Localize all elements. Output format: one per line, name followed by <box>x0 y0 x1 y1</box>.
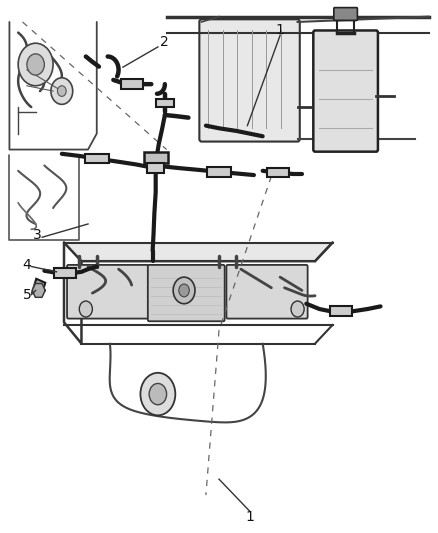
FancyBboxPatch shape <box>148 265 225 321</box>
Polygon shape <box>64 243 332 261</box>
Bar <box>147 164 164 173</box>
Bar <box>85 154 109 164</box>
FancyBboxPatch shape <box>313 30 378 152</box>
Circle shape <box>179 284 189 297</box>
Text: 4: 4 <box>22 258 31 272</box>
FancyBboxPatch shape <box>199 19 300 142</box>
Bar <box>121 79 143 89</box>
Circle shape <box>149 383 166 405</box>
FancyBboxPatch shape <box>226 265 307 319</box>
Circle shape <box>291 301 304 317</box>
Polygon shape <box>32 284 45 297</box>
Text: 2: 2 <box>160 35 169 49</box>
Bar <box>156 99 173 107</box>
Circle shape <box>27 54 44 75</box>
Bar <box>32 279 45 297</box>
Circle shape <box>173 277 195 304</box>
Bar <box>330 306 352 316</box>
Bar <box>54 268 76 278</box>
Circle shape <box>18 43 53 86</box>
Circle shape <box>141 373 175 415</box>
FancyBboxPatch shape <box>67 265 148 319</box>
Text: 1: 1 <box>276 23 285 37</box>
Text: 5: 5 <box>22 288 31 302</box>
FancyBboxPatch shape <box>334 7 357 20</box>
Bar <box>207 167 231 176</box>
Text: 1: 1 <box>245 511 254 524</box>
Bar <box>144 152 168 164</box>
Text: 3: 3 <box>33 228 42 241</box>
Circle shape <box>51 78 73 104</box>
Circle shape <box>57 86 66 96</box>
Bar <box>267 168 289 176</box>
Circle shape <box>79 301 92 317</box>
